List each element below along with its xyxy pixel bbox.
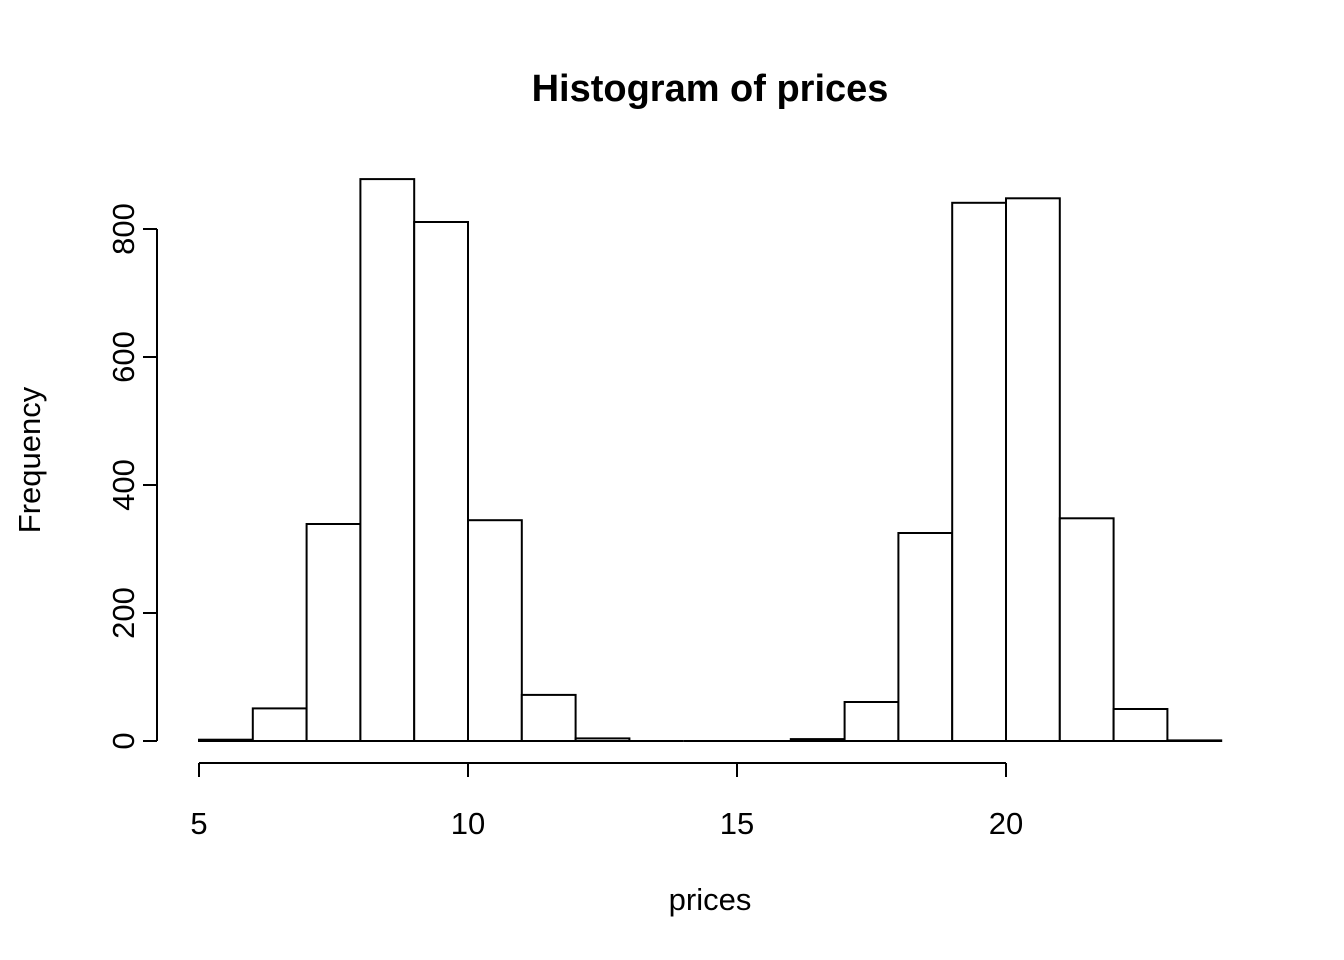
y-tick-label: 0 xyxy=(106,732,141,749)
histogram-bar xyxy=(467,519,523,743)
x-axis-label: prices xyxy=(669,882,752,917)
histogram-bar xyxy=(198,738,254,743)
histogram-bar xyxy=(1112,708,1169,742)
x-axis: 5 10 15 20 xyxy=(190,762,1023,841)
histogram-bar xyxy=(951,201,1008,743)
y-tick-label: 400 xyxy=(106,459,141,511)
histogram-bar xyxy=(1005,197,1061,743)
histogram-bar xyxy=(1058,517,1115,742)
histogram-bar xyxy=(359,178,416,743)
chart-title: Histogram of prices xyxy=(532,68,889,110)
histogram-bar xyxy=(897,532,954,742)
histogram-bar xyxy=(843,701,900,742)
y-tick-label: 800 xyxy=(106,203,141,255)
histogram-bars xyxy=(198,178,1223,743)
histogram-bar xyxy=(413,221,470,742)
histogram-bar xyxy=(789,738,846,742)
histogram-bar xyxy=(305,523,362,742)
y-axis: 0 200 400 600 800 xyxy=(106,203,158,750)
y-tick-label: 200 xyxy=(106,587,141,639)
x-tick-label: 10 xyxy=(451,806,485,841)
histogram-bar xyxy=(574,737,631,743)
histogram-bar xyxy=(251,707,308,743)
y-tick-label: 600 xyxy=(106,331,141,383)
histogram-bar xyxy=(1166,739,1223,743)
x-tick-label: 5 xyxy=(190,806,207,841)
x-tick-label: 15 xyxy=(720,806,754,841)
histogram-bar xyxy=(520,693,577,743)
x-tick-label: 20 xyxy=(989,806,1023,841)
y-axis-label: Frequency xyxy=(12,386,47,533)
